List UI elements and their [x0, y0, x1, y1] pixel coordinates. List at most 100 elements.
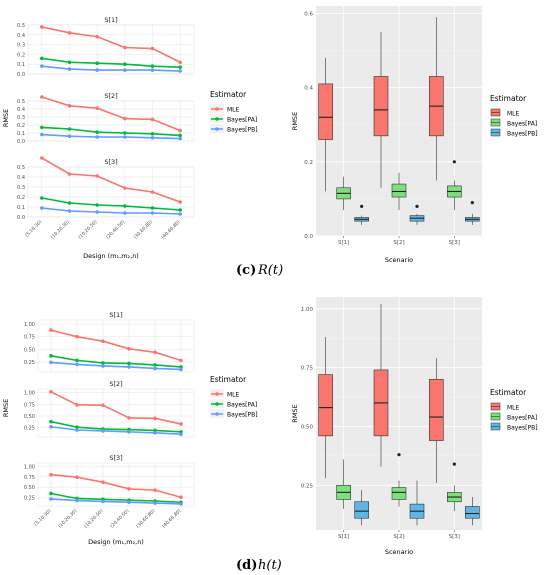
d-line-data-point — [153, 416, 157, 421]
c-box-ytick-label: 0.6 — [304, 11, 313, 17]
caption-c: (c) R(t) — [236, 263, 283, 278]
d-line-data-point — [179, 422, 183, 426]
c-box-legend-title: Estimator — [490, 94, 527, 103]
c-line-facet: S[1] 0.0 0.1 0.2 0.3 0.4 0.5 — [17, 14, 195, 78]
c-line-legend-label: Bayes[PB] — [227, 127, 258, 134]
c-line-ytick-label: 0.1 — [17, 205, 25, 211]
c-line-series-line-bayespb — [41, 207, 181, 215]
c-line-series-line-bayespa — [41, 57, 181, 68]
d-box-legend-label: Bayes[PB] — [507, 425, 538, 432]
c-box-box-bayespb — [465, 201, 480, 225]
d-line-facet-strip — [38, 452, 194, 463]
d-box-box-mle — [318, 337, 333, 479]
c-line-data-point — [150, 206, 155, 210]
d-box-box-iqr — [354, 501, 369, 519]
d-line-series-line-mle — [50, 391, 182, 425]
d-box-box-bayespb — [409, 480, 425, 526]
c-box-box-mle — [429, 17, 444, 181]
d-line-series-line-mle — [50, 329, 182, 362]
d-line-data-point — [179, 365, 183, 369]
d-line-ytick-label: 0.25 — [24, 426, 35, 432]
c-line-data-point — [40, 156, 44, 160]
d-box-box-iqr — [429, 379, 444, 441]
c-box-ytick-label: 0.0 — [304, 234, 313, 240]
c-line-x-axis-title: Design (m₁,m₂,n) — [83, 252, 139, 260]
c-line-data-point — [95, 61, 99, 66]
d-line-data-point — [179, 358, 183, 363]
c-line-y-axis-title: RMSE — [2, 109, 10, 127]
c-line-data-point — [95, 68, 99, 72]
d-box-ytick-label: 0.25 — [301, 483, 314, 489]
d-line-xtick-label: (5,10,30) — [33, 508, 52, 527]
d-box-box-bayespa — [447, 462, 462, 512]
d-box-box-bayespb — [465, 497, 480, 526]
c-line-ytick-label: 0.0 — [17, 139, 25, 145]
c-line-series-line-mle — [41, 26, 181, 63]
d-line-ytick-label: 0.75 — [24, 335, 35, 341]
c-line-ytick-label: 0.3 — [17, 115, 25, 121]
c-line-data-point — [95, 106, 99, 110]
d-line-legend-key-point — [215, 412, 219, 416]
c-line-data-point — [67, 104, 72, 108]
c-line-data-point — [67, 201, 72, 205]
c-line-xtick-label: (5,10,30) — [24, 219, 43, 238]
c-box-box-mle — [373, 31, 389, 188]
c-line-series-line-bayespb — [41, 133, 181, 140]
d-box-outlier-point — [452, 462, 456, 466]
c-line-ytick-label: 0.2 — [17, 123, 25, 129]
c-box-outlier-point — [415, 204, 419, 208]
c-line-facet-panel — [27, 24, 195, 75]
d-line-data-point — [49, 472, 53, 477]
d-line-data-point — [49, 491, 53, 496]
d-line-series-line-bayespa — [50, 420, 182, 433]
c-line-data-point — [40, 206, 44, 210]
d-line-data-point — [179, 432, 183, 437]
c-line-data-point — [123, 68, 127, 72]
c-line-data-point — [178, 133, 182, 138]
c-line-facet-strip — [28, 156, 194, 167]
d-line-facet: S[3] 0.25 0.50 0.75 1.00 — [24, 452, 195, 507]
c-line-data-point — [40, 125, 44, 130]
d-line-data-point — [127, 361, 131, 366]
c-line-xtick-label: (10,20,30) — [50, 219, 71, 240]
c-line-data-point — [67, 31, 72, 35]
d-line-series-line-bayespb — [50, 425, 182, 436]
c-line-data-point — [123, 131, 127, 135]
d-line-series-line-bayespa — [50, 355, 182, 368]
d-line-data-point — [153, 501, 157, 505]
c-line-facet-label: S[1] — [104, 16, 117, 24]
d-box-xtick-label: S[2] — [393, 534, 404, 540]
c-box-box-bayespb — [354, 204, 369, 225]
d-line-data-point — [49, 419, 53, 424]
d-line-y-axis-title: RMSE — [2, 399, 10, 417]
c-box-xtick-label: S[2] — [393, 240, 404, 246]
d-line-data-point — [101, 429, 105, 433]
c-line-data-point — [123, 62, 127, 66]
d-line-xtick-label: (10,20,50) — [83, 508, 104, 529]
c-box-box-iqr — [391, 183, 407, 198]
d-box-ytick-label: 0.75 — [301, 366, 314, 372]
c-line-data-point — [178, 65, 182, 69]
c-line-ytick-label: 0.2 — [17, 195, 25, 201]
c-line-data-point — [150, 46, 155, 51]
d-box-box-bayespa — [336, 459, 351, 509]
d-line-data-point — [153, 488, 157, 492]
c-line-data-point — [123, 135, 127, 139]
charts-group: S[1] 0.0 0.1 0.2 0.3 0.4 0.5 S[2] 0.0 0.1 0.2 0.3 0.… — [2, 6, 538, 556]
d-line-ytick-label: 0.50 — [24, 414, 35, 420]
d-line-data-point — [75, 362, 79, 367]
d-line-ytick-label: 1.00 — [24, 391, 35, 397]
c-line-ytick-label: 0.2 — [17, 52, 25, 58]
c-box-outlier-point — [360, 204, 364, 208]
c-box-box-iqr — [373, 76, 389, 137]
c-box-outlier-point — [470, 201, 474, 205]
c-line-data-point — [123, 204, 127, 208]
d-line-facet-label: S[1] — [109, 311, 122, 319]
d-line-data-point — [49, 360, 53, 365]
c-line-ytick-label: 0.4 — [17, 175, 25, 181]
c-line-data-point — [67, 209, 72, 213]
c-line-xtick-label: (20,40,50) — [105, 219, 126, 240]
c-line-legend-key-point — [215, 127, 219, 131]
d-line-data-point — [49, 328, 53, 332]
